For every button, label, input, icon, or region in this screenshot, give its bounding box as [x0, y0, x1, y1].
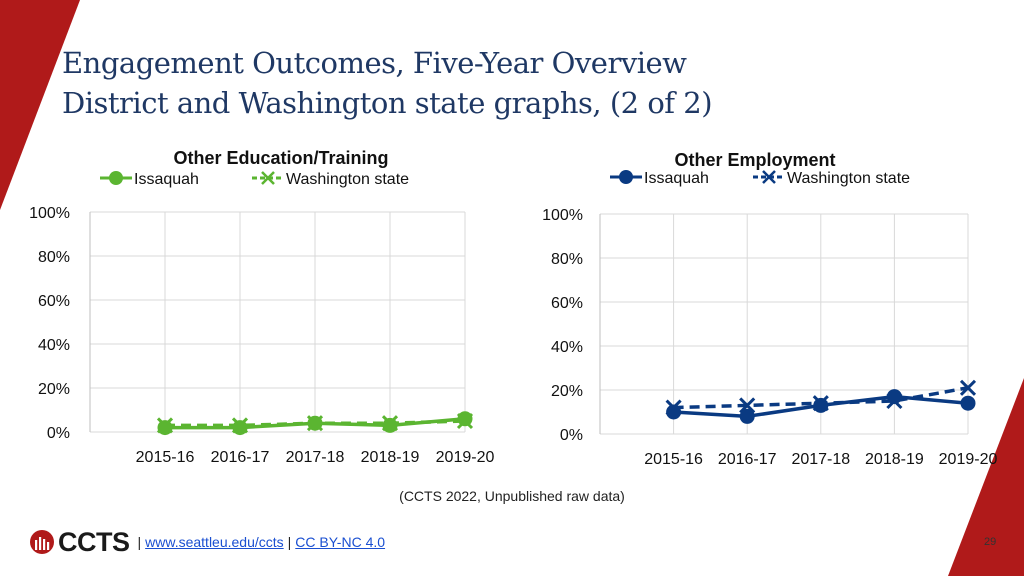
y-tick-label: 80%	[38, 249, 70, 266]
data-point	[886, 389, 902, 405]
x-tick-label: 2016-17	[718, 451, 777, 468]
y-tick-label: 60%	[551, 295, 583, 312]
x-tick-label: 2016-17	[211, 449, 270, 466]
bottom-right-accent	[948, 378, 1024, 576]
data-point	[666, 404, 682, 420]
page-number: 29	[984, 536, 997, 548]
legend-label: Issaquah	[134, 171, 199, 188]
y-tick-label: 100%	[542, 207, 583, 224]
top-left-accent	[0, 0, 80, 210]
data-point	[959, 379, 977, 396]
footer-separator: |	[137, 534, 142, 550]
ccts-logo-icon	[30, 529, 54, 555]
x-tick-label: 2019-20	[939, 451, 998, 468]
x-tick-label: 2015-16	[644, 451, 703, 468]
data-point	[307, 415, 323, 431]
legend-label: Washington state	[286, 171, 409, 188]
data-point	[960, 395, 976, 411]
legend-marker	[261, 171, 275, 185]
x-tick-label: 2017-18	[791, 451, 850, 468]
chart-title: Other Education/Training	[173, 148, 388, 168]
y-tick-label: 80%	[551, 251, 583, 268]
y-tick-label: 60%	[38, 293, 70, 310]
footer: CCTS | www.seattleu.edu/ccts | CC BY-NC …	[30, 527, 385, 557]
slide-title-line-2: District and Washington state graphs, (2…	[62, 86, 713, 120]
legend-marker	[762, 170, 776, 184]
data-point	[457, 411, 473, 427]
x-tick-label: 2015-16	[136, 449, 195, 466]
chart-1: 0% 20% 40% 60% 80% 100% 2015-16 2016-17 2017-18 2…	[29, 148, 494, 466]
y-tick-label: 0%	[560, 427, 583, 444]
y-tick-label: 40%	[551, 339, 583, 356]
legend-marker	[619, 170, 633, 184]
y-tick-label: 0%	[47, 425, 70, 442]
y-tick-label: 40%	[38, 337, 70, 354]
x-tick-label: 2019-20	[436, 449, 495, 466]
legend-label: Washington state	[787, 170, 910, 187]
y-tick-label: 20%	[38, 381, 70, 398]
x-tick-label: 2018-19	[865, 451, 924, 468]
y-tick-label: 20%	[551, 383, 583, 400]
data-point	[739, 397, 756, 414]
logo-text: CCTS	[58, 526, 130, 557]
y-tick-label: 100%	[29, 205, 70, 222]
data-point	[157, 420, 173, 436]
footer-separator: |	[287, 534, 292, 550]
slide-title-line-1: Engagement Outcomes, Five-Year Overview	[62, 46, 687, 80]
x-tick-label: 2018-19	[361, 449, 420, 466]
data-point	[232, 420, 248, 436]
legend-marker	[109, 171, 123, 185]
x-tick-label: 2017-18	[286, 449, 345, 466]
data-point	[739, 408, 755, 424]
seattleu-link[interactable]: www.seattleu.edu/ccts	[145, 534, 284, 550]
data-point	[813, 397, 829, 413]
data-point	[382, 417, 398, 433]
chart-2: 0% 20% 40% 60% 80% 100% 2015-16 2016-17 2017-18 2…	[542, 150, 997, 468]
legend-label: Issaquah	[644, 170, 709, 187]
source-note: (CCTS 2022, Unpublished raw data)	[399, 488, 625, 504]
license-link[interactable]: CC BY-NC 4.0	[295, 534, 386, 550]
chart-title: Other Employment	[674, 150, 835, 170]
